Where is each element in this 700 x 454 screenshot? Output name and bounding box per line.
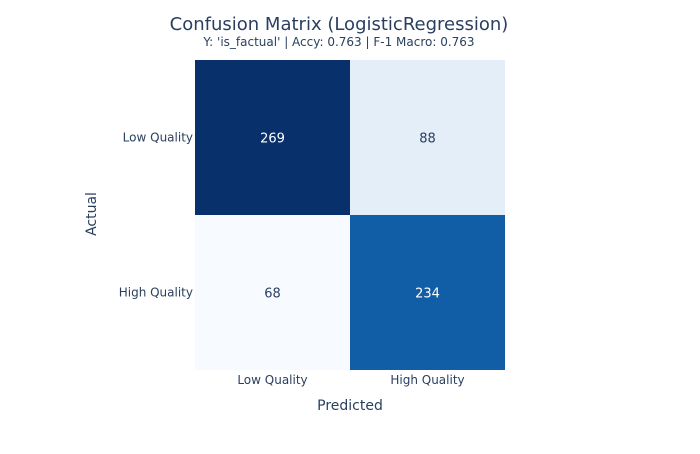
chart-subtitle: Y: 'is_factual' | Accy: 0.763 | F-1 Macr… — [202, 35, 474, 49]
chart-title: Confusion Matrix (LogisticRegression) — [170, 14, 509, 35]
heatmap-cell-label-r0-c1: 88 — [419, 132, 436, 147]
y-tick-label-0: Low Quality — [123, 131, 193, 145]
y-axis-title: Actual — [84, 192, 100, 236]
y-tick-label-1: High Quality — [119, 286, 193, 300]
x-axis-title: Predicted — [317, 398, 383, 414]
heatmap-cell-r0-c0 — [195, 60, 350, 215]
heatmap-cells — [195, 60, 505, 370]
heatmap-cell-label-r0-c0: 269 — [260, 132, 285, 147]
heatmap-cell-labels: 269 88 68 234 — [260, 132, 440, 302]
heatmap-cell-label-r1-c0: 68 — [264, 287, 281, 302]
x-axis-tick-labels: Low Quality High Quality — [237, 373, 464, 387]
heatmap-cell-label-r1-c1: 234 — [415, 287, 440, 302]
heatmap-cell-r1-c0 — [195, 215, 350, 370]
heatmap-cell-r1-c1 — [350, 215, 505, 370]
x-tick-label-1: High Quality — [390, 373, 464, 387]
x-tick-label-0: Low Quality — [237, 373, 307, 387]
heatmap-cell-r0-c1 — [350, 60, 505, 215]
y-axis-tick-labels: Low Quality High Quality — [119, 131, 193, 300]
